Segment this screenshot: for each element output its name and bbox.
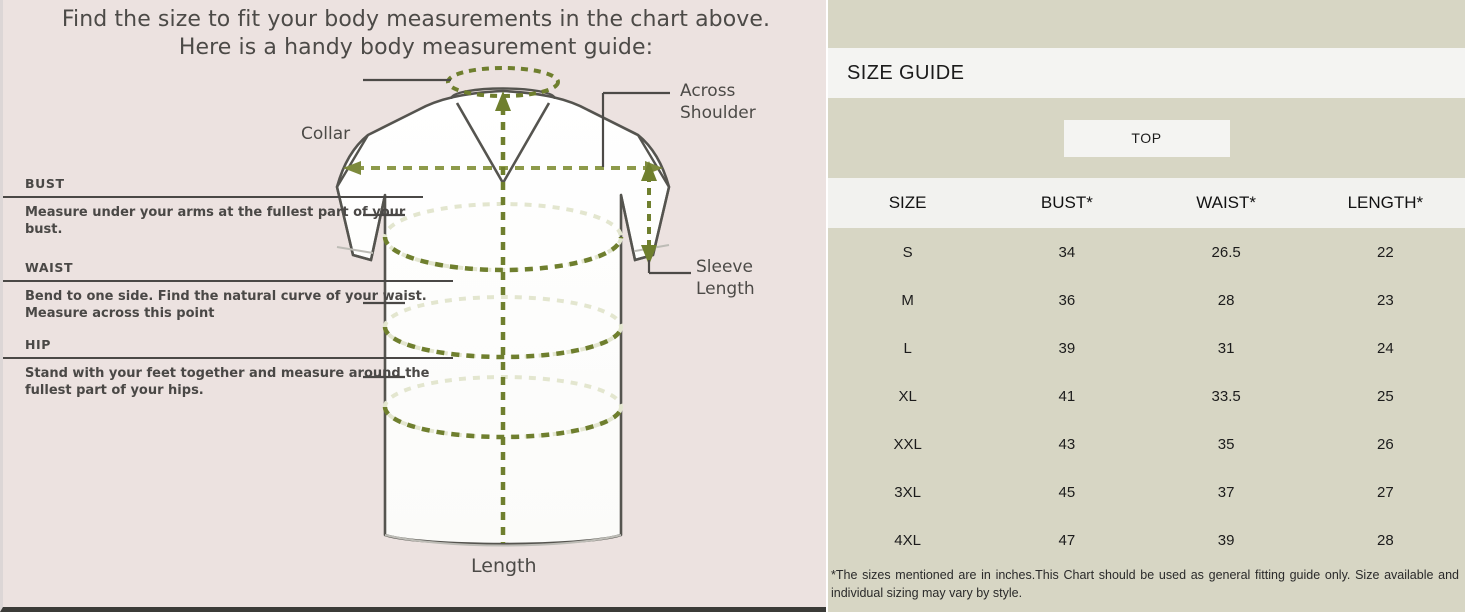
cell-size: L xyxy=(903,339,912,357)
left-sleeve-cuff xyxy=(336,246,374,254)
measurement-description-hip: Stand with your feet together and measur… xyxy=(25,366,430,398)
across-shoulder-label: Across Shoulder xyxy=(680,81,756,123)
category-tab-bar: TOP xyxy=(828,98,1465,178)
table-row[interactable]: XXL 43 35 26 xyxy=(828,420,1465,468)
measurement-title-hip: HIP xyxy=(25,337,52,352)
sleeve-length-arrowhead-top xyxy=(641,161,657,181)
cell-size: S xyxy=(902,243,913,261)
column-header-bust: BUST* xyxy=(1040,193,1093,212)
measurement-title-waist: WAIST xyxy=(25,260,74,275)
size-guide-panel: SIZE GUIDE TOP SIZE BUST* WAIST* LENGTH*… xyxy=(828,0,1465,612)
table-row[interactable]: 3XL 45 37 27 xyxy=(828,468,1465,516)
cell-length: 28 xyxy=(1377,531,1394,549)
table-row[interactable]: L 39 31 24 xyxy=(828,324,1465,372)
cell-waist: 26.5 xyxy=(1211,243,1241,261)
cell-waist: 31 xyxy=(1217,339,1235,357)
table-header-row: SIZE BUST* WAIST* LENGTH* xyxy=(828,178,1465,228)
table-row[interactable]: XL 41 33.5 25 xyxy=(828,372,1465,420)
length-label: Length xyxy=(471,555,537,577)
cell-size: M xyxy=(901,291,914,309)
sleeve-length-label: Sleeve Length xyxy=(696,257,755,299)
cell-waist: 37 xyxy=(1217,483,1235,501)
column-header-waist: WAIST* xyxy=(1196,193,1257,212)
cell-bust: 45 xyxy=(1058,483,1076,501)
cell-size: XL xyxy=(898,387,917,405)
table-row[interactable]: 4XL 47 39 28 xyxy=(828,516,1465,564)
size-chart-footnote: *The sizes mentioned are in inches.This … xyxy=(831,568,1459,600)
kurta-hem xyxy=(384,534,622,547)
measurement-block-bust: BUST Measure under your arms at the full… xyxy=(3,176,423,238)
measurement-description-bust: Measure under your arms at the fullest p… xyxy=(25,205,406,237)
cell-length: 23 xyxy=(1377,291,1394,309)
body-measurement-guide-panel: Find the size to fit your body measureme… xyxy=(0,0,826,612)
cell-length: 24 xyxy=(1377,339,1394,357)
right-sleeve xyxy=(587,108,671,262)
cell-bust: 47 xyxy=(1058,531,1076,549)
garment-illustration: Collar Across Shoulder Sleeve Length Len… xyxy=(183,55,823,600)
cell-waist: 28 xyxy=(1217,291,1235,309)
size-guide-header-bar: SIZE GUIDE xyxy=(828,48,1465,98)
cell-size: XXL xyxy=(893,435,922,453)
measurement-divider-hip xyxy=(3,357,453,359)
column-header-length: LENGTH* xyxy=(1347,193,1424,212)
cell-length: 22 xyxy=(1377,243,1394,261)
cell-bust: 39 xyxy=(1058,339,1076,357)
length-arrowhead-top xyxy=(495,91,511,111)
guide-heading: Find the size to fit your body measureme… xyxy=(3,6,826,62)
hip-measure-front xyxy=(382,406,624,440)
measurement-divider-bust xyxy=(3,196,423,198)
collar-band xyxy=(449,87,557,100)
table-row[interactable]: S 34 26.5 22 xyxy=(828,228,1465,276)
measurement-block-hip: HIP Stand with your feet together and me… xyxy=(3,337,453,399)
size-chart-table: SIZE BUST* WAIST* LENGTH* S 34 26.5 22 M… xyxy=(828,178,1465,564)
bust-measure-front xyxy=(382,236,624,273)
cell-length: 26 xyxy=(1377,435,1394,453)
across-shoulder-arrowhead-left xyxy=(343,161,361,175)
cell-bust: 36 xyxy=(1058,291,1076,309)
tab-top[interactable]: TOP xyxy=(1063,119,1230,157)
table-row[interactable]: M 36 28 23 xyxy=(828,276,1465,324)
column-header-size: SIZE xyxy=(888,193,927,212)
cell-bust: 41 xyxy=(1058,387,1076,405)
cell-size: 4XL xyxy=(894,531,921,549)
cell-waist: 35 xyxy=(1217,435,1235,453)
kurta-diagram-svg xyxy=(335,66,691,547)
waist-measure-front xyxy=(382,326,624,360)
guide-heading-line-1: Find the size to fit your body measureme… xyxy=(61,7,771,32)
sleeve-length-arrowhead-bottom xyxy=(641,245,657,265)
cell-bust: 43 xyxy=(1058,435,1076,453)
measurement-description-waist: Bend to one side. Find the natural curve… xyxy=(25,289,427,321)
size-guide-title: SIZE GUIDE xyxy=(847,61,965,84)
cell-waist: 33.5 xyxy=(1211,387,1241,405)
measurement-divider-waist xyxy=(3,280,453,282)
measurement-title-bust: BUST xyxy=(25,176,65,191)
cell-length: 27 xyxy=(1377,483,1394,501)
cell-bust: 34 xyxy=(1058,243,1076,261)
cell-length: 25 xyxy=(1377,387,1394,405)
cell-size: 3XL xyxy=(894,483,921,501)
collar-label: Collar xyxy=(301,124,351,144)
guide-heading-line-2: Here is a handy body measurement guide: xyxy=(178,35,654,60)
cell-waist: 39 xyxy=(1217,531,1235,549)
measurement-block-waist: WAIST Bend to one side. Find the natural… xyxy=(3,260,453,322)
